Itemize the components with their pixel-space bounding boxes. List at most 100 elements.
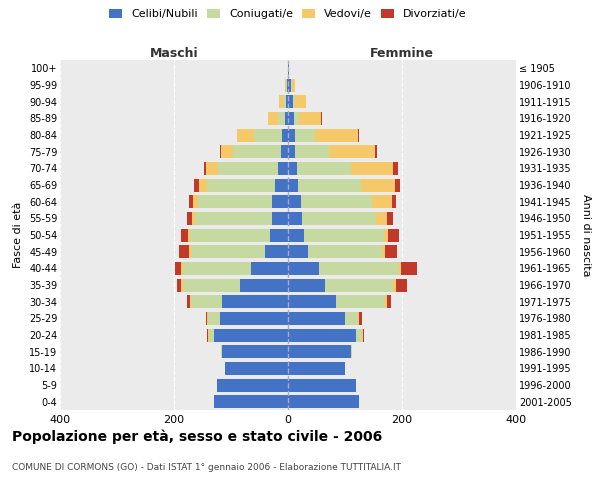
- Bar: [388, 228, 398, 241]
- Bar: [207, 328, 208, 342]
- Bar: [395, 178, 400, 192]
- Bar: [251, 262, 288, 275]
- Bar: [382, 245, 385, 258]
- Bar: [350, 162, 394, 175]
- Bar: [187, 295, 190, 308]
- Bar: [288, 395, 359, 408]
- Bar: [268, 112, 278, 125]
- Bar: [288, 95, 293, 108]
- Bar: [287, 78, 288, 92]
- Bar: [195, 212, 272, 225]
- Bar: [363, 328, 364, 342]
- Bar: [233, 145, 281, 158]
- Bar: [293, 95, 295, 108]
- Bar: [376, 212, 387, 225]
- Bar: [288, 312, 345, 325]
- Y-axis label: Anni di nascita: Anni di nascita: [581, 194, 591, 276]
- Bar: [285, 112, 288, 125]
- Bar: [288, 228, 304, 241]
- Bar: [288, 245, 308, 258]
- Bar: [190, 245, 191, 258]
- Bar: [302, 212, 376, 225]
- Bar: [191, 295, 223, 308]
- Bar: [362, 328, 363, 342]
- Bar: [304, 228, 384, 241]
- Bar: [292, 78, 295, 92]
- Bar: [278, 112, 285, 125]
- Bar: [385, 295, 386, 308]
- Bar: [189, 195, 193, 208]
- Bar: [206, 312, 207, 325]
- Bar: [182, 262, 251, 275]
- Bar: [204, 162, 206, 175]
- Bar: [193, 195, 198, 208]
- Bar: [359, 312, 362, 325]
- Bar: [214, 395, 288, 408]
- Bar: [387, 212, 393, 225]
- Bar: [207, 312, 208, 325]
- Bar: [288, 178, 298, 192]
- Bar: [286, 78, 287, 92]
- Bar: [190, 228, 270, 241]
- Text: Femmine: Femmine: [370, 47, 434, 60]
- Bar: [399, 262, 401, 275]
- Bar: [288, 345, 350, 358]
- Bar: [190, 295, 191, 308]
- Bar: [319, 262, 399, 275]
- Bar: [288, 295, 337, 308]
- Bar: [288, 362, 345, 375]
- Bar: [291, 78, 292, 92]
- Bar: [361, 178, 395, 192]
- Bar: [181, 228, 188, 241]
- Bar: [220, 145, 221, 158]
- Bar: [288, 112, 294, 125]
- Bar: [208, 312, 220, 325]
- Bar: [288, 128, 295, 141]
- Bar: [278, 162, 288, 175]
- Bar: [372, 195, 392, 208]
- Text: COMUNE DI CORMONS (GO) - Dati ISTAT 1° gennaio 2006 - Elaborazione TUTTITALIA.IT: COMUNE DI CORMONS (GO) - Dati ISTAT 1° g…: [12, 462, 401, 471]
- Bar: [288, 145, 295, 158]
- Bar: [299, 112, 321, 125]
- Bar: [295, 145, 329, 158]
- Bar: [182, 278, 239, 291]
- Bar: [254, 128, 283, 141]
- Bar: [296, 162, 351, 175]
- Bar: [288, 162, 296, 175]
- Bar: [209, 328, 214, 342]
- Bar: [321, 112, 322, 125]
- Bar: [198, 195, 272, 208]
- Bar: [358, 312, 359, 325]
- Bar: [308, 245, 382, 258]
- Bar: [206, 162, 218, 175]
- Bar: [294, 112, 299, 125]
- Bar: [301, 195, 372, 208]
- Bar: [220, 312, 288, 325]
- Bar: [270, 228, 288, 241]
- Bar: [175, 262, 181, 275]
- Bar: [288, 328, 356, 342]
- Bar: [217, 378, 288, 392]
- Bar: [272, 195, 288, 208]
- Bar: [288, 212, 302, 225]
- Bar: [284, 78, 286, 92]
- Bar: [187, 212, 192, 225]
- Bar: [288, 278, 325, 291]
- Legend: Celibi/Nubili, Coniugati/e, Vedovi/e, Divorziati/e: Celibi/Nubili, Coniugati/e, Vedovi/e, Di…: [109, 9, 467, 20]
- Bar: [392, 195, 397, 208]
- Bar: [279, 95, 283, 108]
- Bar: [223, 295, 288, 308]
- Text: Maschi: Maschi: [149, 47, 199, 60]
- Bar: [286, 95, 288, 108]
- Bar: [386, 295, 391, 308]
- Bar: [237, 128, 254, 141]
- Bar: [275, 178, 288, 192]
- Bar: [207, 178, 275, 192]
- Bar: [181, 262, 182, 275]
- Bar: [401, 262, 418, 275]
- Bar: [298, 178, 361, 192]
- Bar: [394, 162, 398, 175]
- Y-axis label: Fasce di età: Fasce di età: [13, 202, 23, 268]
- Bar: [356, 328, 362, 342]
- Bar: [288, 62, 289, 75]
